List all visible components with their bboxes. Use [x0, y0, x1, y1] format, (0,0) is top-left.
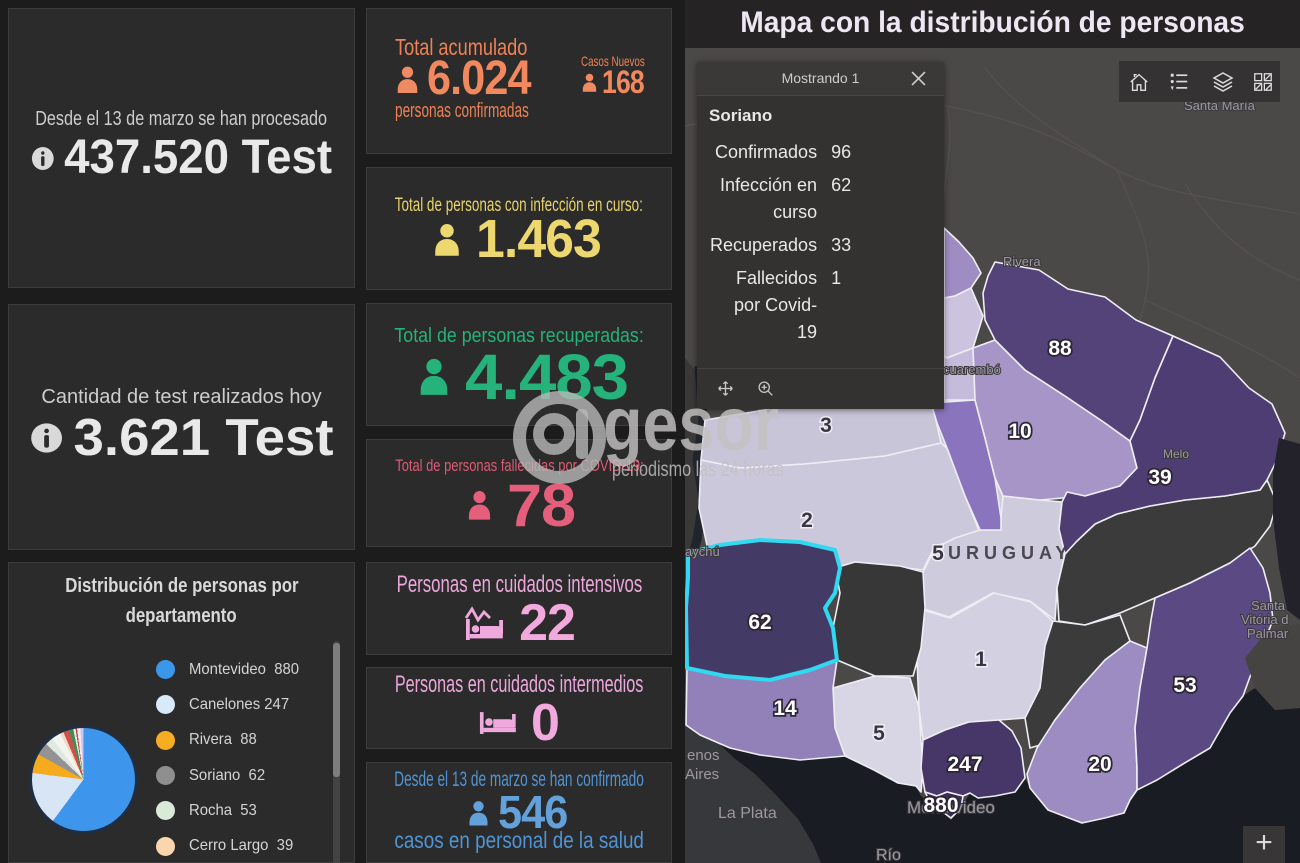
svg-text:5: 5 [873, 722, 885, 745]
svg-text:5: 5 [932, 542, 944, 565]
svg-text:Río: Río [876, 847, 901, 863]
svg-text:14: 14 [773, 697, 797, 720]
svg-text:39: 39 [1148, 466, 1171, 489]
svg-text:Aires: Aires [685, 766, 719, 783]
svg-text:Vitória d: Vitória d [1241, 612, 1288, 627]
svg-text:247: 247 [947, 753, 982, 776]
svg-text:10: 10 [1008, 420, 1031, 443]
svg-text:aychú: aychú [685, 544, 720, 559]
svg-text:3: 3 [820, 414, 832, 437]
svg-text:Rivera: Rivera [1003, 254, 1041, 269]
svg-text:20: 20 [1088, 753, 1111, 776]
svg-text:URUGUAY: URUGUAY [948, 543, 1072, 563]
svg-text:53: 53 [1173, 674, 1196, 697]
svg-text:2: 2 [801, 509, 813, 532]
svg-text:1: 1 [975, 648, 987, 671]
svg-text:880: 880 [923, 794, 958, 817]
svg-text:Melo: Melo [1163, 447, 1189, 461]
svg-text:enos: enos [687, 747, 720, 764]
svg-text:62: 62 [748, 611, 771, 634]
svg-text:La Plata: La Plata [718, 805, 777, 822]
svg-text:88: 88 [1048, 337, 1072, 360]
svg-text:Palmar: Palmar [1247, 626, 1289, 641]
svg-text:Montevideo: Montevideo [907, 798, 995, 817]
svg-text:Santa: Santa [1251, 598, 1286, 613]
svg-text:cuarembó: cuarembó [943, 362, 1001, 377]
